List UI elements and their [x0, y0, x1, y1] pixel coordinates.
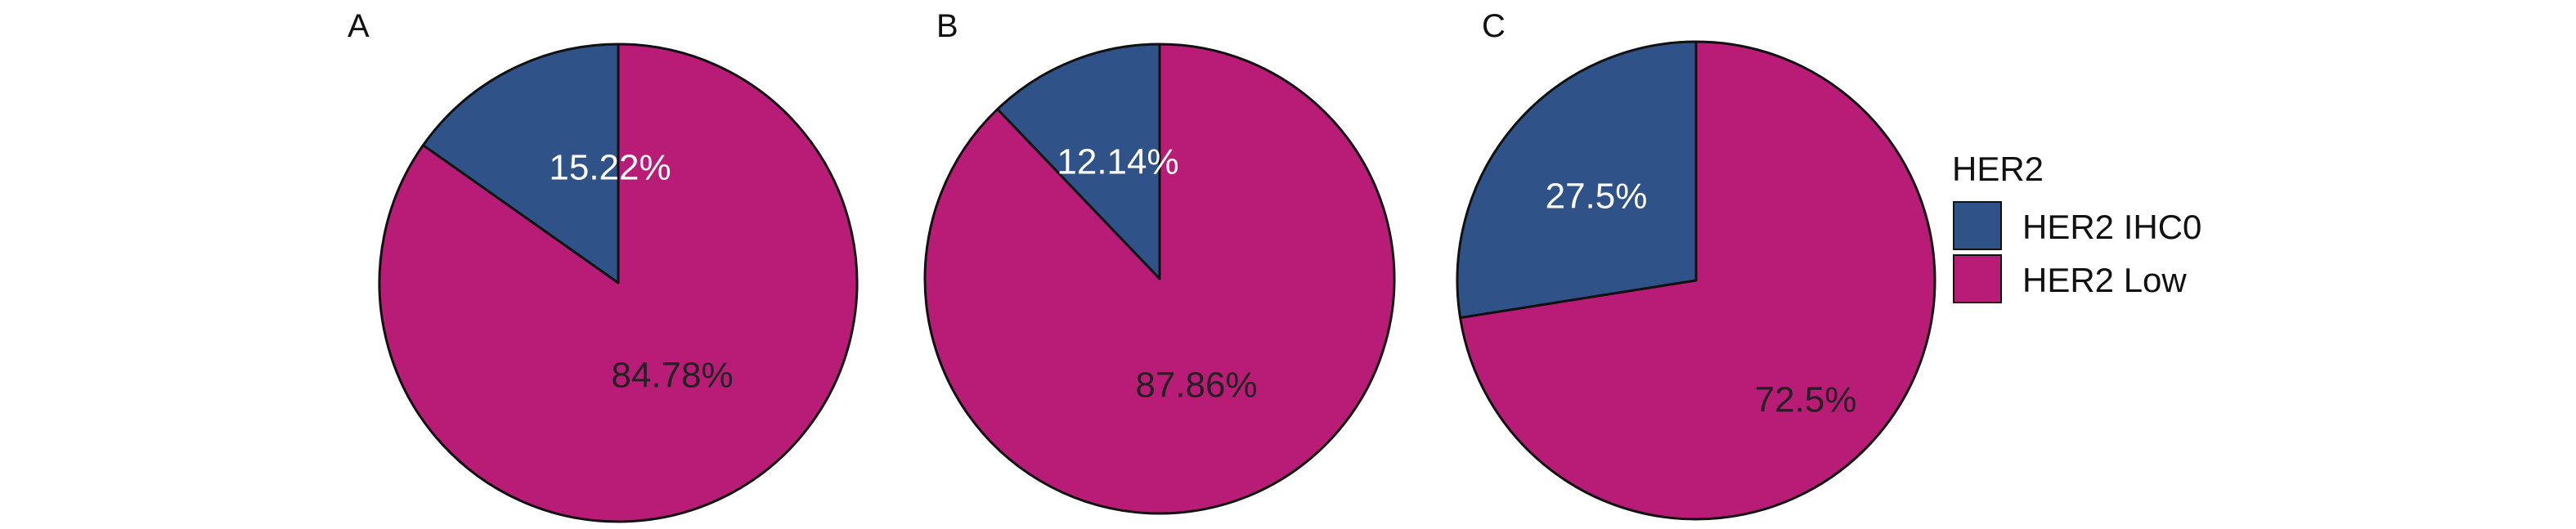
slice-label-her2-ihc0: 12.14%: [1057, 142, 1178, 182]
panel-a: A 15.22% 84.78%: [348, 8, 859, 523]
pie-slice-her2-ihc0: [996, 43, 1161, 280]
legend-swatch-her2-ihc0: [1953, 201, 2002, 250]
pie-slice-her2-low: [1459, 40, 1936, 521]
legend-item-her2-low: HER2 Low: [1953, 254, 2187, 303]
panel-c: C 27.5% 72.5%: [1456, 8, 1936, 521]
legend-label-her2-ihc0: HER2 IHC0: [2022, 208, 2201, 246]
pie-slice-her2-ihc0: [421, 43, 620, 285]
pie-a: 15.22% 84.78%: [378, 43, 859, 523]
pie-b: 12.14% 87.86%: [923, 43, 1396, 515]
pie-c: 27.5% 72.5%: [1456, 40, 1936, 521]
legend-label-her2-low: HER2 Low: [2022, 261, 2187, 299]
slice-label-her2-low: 87.86%: [1135, 365, 1257, 406]
slice-label-her2-ihc0: 27.5%: [1546, 177, 1648, 217]
slice-label-her2-low: 72.5%: [1755, 380, 1857, 420]
pie-slice-her2-low: [923, 43, 1396, 515]
legend-title: HER2: [1952, 150, 2044, 188]
pie-slice-her2-ihc0: [1456, 40, 1698, 320]
panel-label-a: A: [348, 8, 370, 44]
panel-label-c: C: [1482, 8, 1506, 44]
pie-slice-her2-low: [378, 43, 859, 523]
slice-label-her2-low: 84.78%: [611, 356, 733, 396]
slice-label-her2-ihc0: 15.22%: [549, 148, 671, 188]
legend-item-her2-ihc0: HER2 IHC0: [1953, 201, 2201, 250]
legend-swatch-her2-low: [1953, 254, 2002, 303]
legend: HER2 HER2 IHC0 HER2 Low: [1952, 150, 2201, 303]
panel-label-b: B: [936, 8, 958, 44]
panel-b: B 12.14% 87.86%: [923, 8, 1396, 515]
